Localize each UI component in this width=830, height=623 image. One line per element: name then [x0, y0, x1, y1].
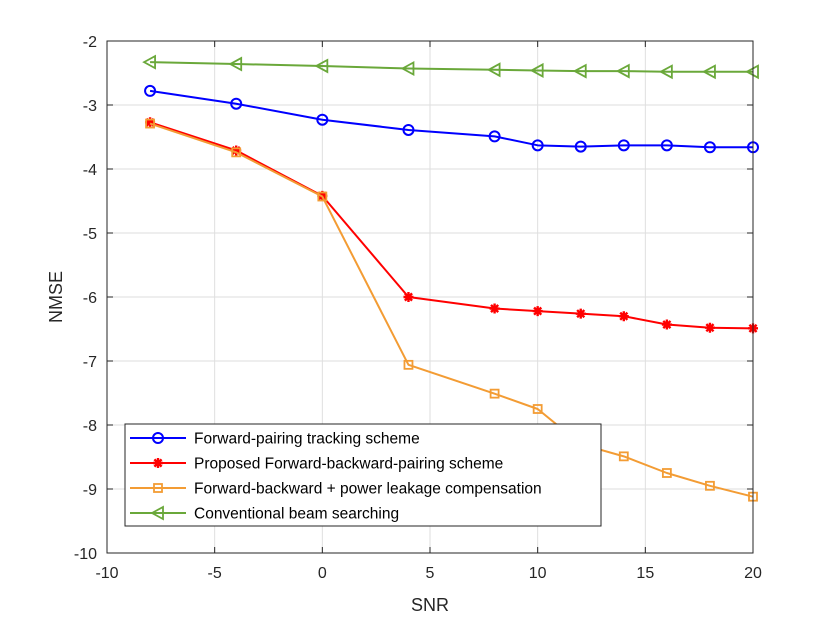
legend-swatch-marker	[150, 505, 164, 521]
x-tick-label: 5	[426, 565, 435, 582]
y-tick-label: -7	[83, 354, 97, 371]
x-axis-label: SNR	[411, 595, 449, 615]
series-1-point	[660, 139, 673, 152]
legend-entry-label: Forward-backward + power leakage compens…	[194, 481, 542, 498]
legend-swatch-marker	[153, 483, 163, 493]
legend-swatch-marker	[152, 432, 164, 444]
series-line-3	[149, 122, 754, 498]
y-tick-label: -9	[83, 482, 97, 499]
series-4-point	[658, 64, 673, 80]
series-1-point	[617, 139, 630, 152]
x-tick-label: -10	[95, 565, 118, 582]
series-2-point	[704, 322, 715, 333]
series-2-point	[661, 319, 672, 330]
series-1-point	[531, 139, 544, 152]
series-3-point	[705, 480, 715, 491]
legend: Forward-pairing tracking scheme Proposed …	[124, 423, 602, 527]
x-tick-label: 20	[744, 565, 762, 582]
series-4-point	[702, 64, 716, 80]
y-tick-label: -4	[83, 162, 97, 179]
legend-swatch-marker	[153, 458, 163, 468]
series-4-point	[529, 62, 544, 78]
series-line-4	[150, 61, 753, 73]
series-1-point	[230, 97, 243, 110]
series-4-point	[228, 56, 243, 72]
series-2-point	[532, 306, 543, 317]
series-4-point	[572, 63, 587, 79]
series-4-point	[142, 54, 156, 70]
series-3-point	[532, 404, 543, 414]
series-3-point	[403, 359, 414, 370]
series-4-point	[400, 61, 415, 77]
series-1-point	[402, 123, 415, 136]
series-2-point	[145, 117, 156, 128]
y-tick-label: -10	[74, 546, 97, 563]
series-1-point	[703, 141, 716, 154]
legend-entry-label: Forward-pairing tracking scheme	[194, 431, 420, 448]
series-3-point	[145, 118, 155, 129]
series-4-point	[615, 63, 630, 79]
series-1-point	[488, 130, 501, 143]
series-1-point	[144, 84, 157, 97]
series-3-point	[231, 147, 242, 158]
y-tick-label: -3	[83, 98, 97, 115]
series-line-1	[149, 89, 753, 149]
series-2-point	[575, 308, 586, 319]
series-2-point	[231, 145, 242, 156]
series-4-point	[314, 58, 329, 74]
series-2-point	[618, 311, 629, 322]
series-3-point	[618, 451, 629, 462]
y-tick-label: -8	[83, 418, 97, 435]
y-tick-label: -2	[83, 34, 97, 51]
legend-entry-label: Conventional beam searching	[194, 506, 399, 523]
series-4-point	[486, 62, 501, 78]
x-tick-label: -5	[208, 565, 222, 582]
grid-lines	[106, 40, 754, 554]
series-2-point	[489, 303, 500, 314]
y-tick-label: -5	[83, 226, 97, 243]
series-layer	[142, 54, 759, 502]
series-3-point	[489, 388, 500, 399]
x-tick-label: 10	[529, 565, 547, 582]
x-tick-label: 0	[318, 565, 327, 582]
legend-entry-label: Proposed Forward-backward-pairing scheme	[194, 456, 503, 473]
series-3-point	[661, 468, 672, 478]
series-1-point	[316, 113, 329, 126]
x-tick-label: 15	[636, 565, 654, 582]
y-tick-label: -6	[83, 290, 97, 307]
series-2-point	[403, 292, 414, 302]
series-3-point	[317, 191, 328, 202]
legend-box	[124, 423, 602, 527]
axis-ticks: -10 -5 0 5 10 15 20 -10 -9 -8 -7 -6 -5 -4 -3 -2	[74, 34, 762, 582]
y-axis-label: NMSE	[46, 271, 66, 323]
series-1-point	[574, 140, 587, 153]
